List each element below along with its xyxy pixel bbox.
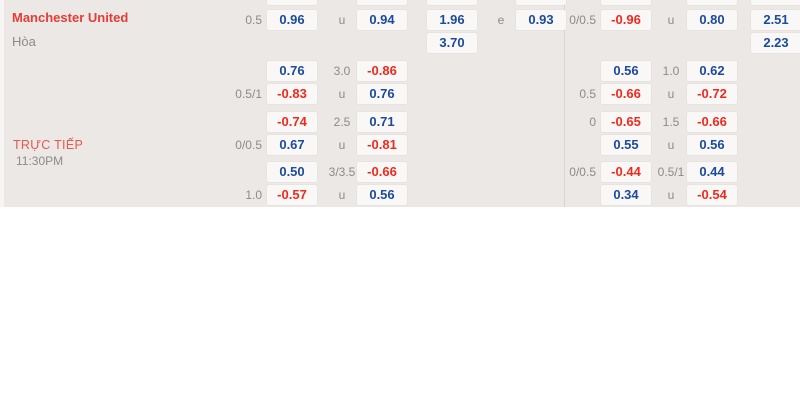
line-label: 1.0 bbox=[662, 64, 680, 78]
odds-box[interactable]: 0.34 bbox=[601, 185, 651, 205]
line-label: 0.5/1 bbox=[657, 165, 685, 179]
odds-box-clipped bbox=[601, 0, 651, 5]
odds-box[interactable]: 0.96 bbox=[267, 10, 317, 30]
handicap-label: 0/0.5 bbox=[235, 138, 262, 152]
odds-box[interactable]: -0.66 bbox=[601, 84, 651, 104]
handicap-label: 0/0.5 bbox=[569, 13, 596, 27]
handicap-label: 0.5 bbox=[245, 13, 262, 27]
odds-box[interactable]: 0.56 bbox=[601, 61, 651, 81]
odds-box[interactable]: -0.83 bbox=[267, 84, 317, 104]
draw-label: Hòa bbox=[12, 34, 36, 49]
odds-box[interactable]: 0.56 bbox=[687, 135, 737, 155]
handicap-label: 0.5/1 bbox=[235, 87, 262, 101]
line-label: 2.5 bbox=[333, 115, 351, 129]
odds-box[interactable]: -0.72 bbox=[687, 84, 737, 104]
match-odds-panel: Manchester United Hòa TRỰC TIẾP 11:30PM … bbox=[0, 0, 800, 207]
handicap-label: 0.5 bbox=[579, 87, 596, 101]
odds-box-clipped bbox=[357, 0, 407, 5]
odds-box[interactable]: 0.76 bbox=[267, 61, 317, 81]
odds-box[interactable]: -0.54 bbox=[687, 185, 737, 205]
odds-box-clipped bbox=[516, 0, 566, 5]
odds-box-clipped bbox=[687, 0, 737, 5]
odds-box[interactable]: 0.55 bbox=[601, 135, 651, 155]
line-label: e bbox=[497, 13, 505, 27]
line-label: u bbox=[667, 13, 675, 27]
line-label: u bbox=[667, 87, 675, 101]
odds-box[interactable]: -0.57 bbox=[267, 185, 317, 205]
odds-box[interactable]: -0.74 bbox=[267, 112, 317, 132]
line-label: u bbox=[338, 13, 346, 27]
line-label: u bbox=[338, 188, 346, 202]
home-team-name[interactable]: Manchester United bbox=[12, 10, 129, 25]
handicap-label: 1.0 bbox=[245, 188, 262, 202]
odds-box[interactable]: 0.94 bbox=[357, 10, 407, 30]
odds-box[interactable]: 0.50 bbox=[267, 162, 317, 182]
odds-box[interactable]: -0.66 bbox=[687, 112, 737, 132]
odds-box[interactable]: 1.96 bbox=[427, 10, 477, 30]
odds-box[interactable]: 0.71 bbox=[357, 112, 407, 132]
line-label: 3.0 bbox=[333, 64, 351, 78]
line-label: 3/3.5 bbox=[328, 165, 356, 179]
panel-divider bbox=[564, 0, 565, 207]
odds-box-clipped bbox=[267, 0, 317, 5]
line-label: u bbox=[338, 138, 346, 152]
odds-box[interactable]: -0.81 bbox=[357, 135, 407, 155]
line-label: u bbox=[338, 87, 346, 101]
line-label: 1.5 bbox=[662, 115, 680, 129]
odds-box[interactable]: 0.44 bbox=[687, 162, 737, 182]
odds-box[interactable]: 0.56 bbox=[357, 185, 407, 205]
handicap-label: 0/0.5 bbox=[569, 165, 596, 179]
odds-box[interactable]: 2.23 bbox=[751, 33, 800, 53]
odds-box[interactable]: 0.76 bbox=[357, 84, 407, 104]
odds-box[interactable]: -0.44 bbox=[601, 162, 651, 182]
handicap-label: 0 bbox=[589, 115, 596, 129]
odds-box[interactable]: 3.70 bbox=[427, 33, 477, 53]
line-label: u bbox=[667, 188, 675, 202]
odds-box[interactable]: 0.67 bbox=[267, 135, 317, 155]
live-badge: TRỰC TIẾP bbox=[13, 138, 84, 152]
odds-box[interactable]: -0.66 bbox=[357, 162, 407, 182]
odds-box[interactable]: 0.93 bbox=[516, 10, 566, 30]
odds-box[interactable]: -0.65 bbox=[601, 112, 651, 132]
odds-box-clipped bbox=[751, 0, 800, 5]
odds-box-clipped bbox=[427, 0, 477, 5]
line-label: u bbox=[667, 138, 675, 152]
odds-box[interactable]: -0.96 bbox=[601, 10, 651, 30]
match-time: 11:30PM bbox=[16, 154, 64, 168]
odds-box[interactable]: 2.51 bbox=[751, 10, 800, 30]
odds-box[interactable]: 0.80 bbox=[687, 10, 737, 30]
odds-box[interactable]: 0.62 bbox=[687, 61, 737, 81]
odds-box[interactable]: -0.86 bbox=[357, 61, 407, 81]
